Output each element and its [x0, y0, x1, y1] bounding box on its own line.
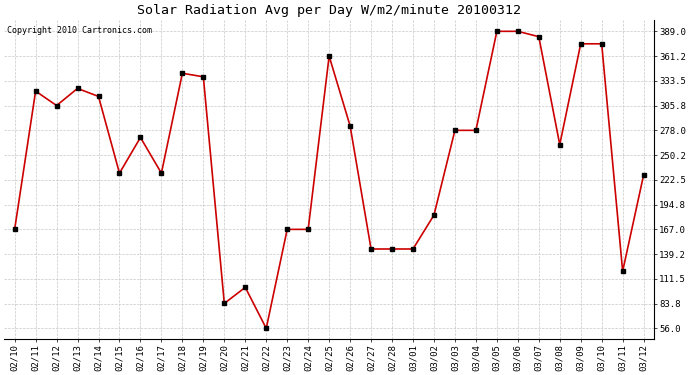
Text: Copyright 2010 Cartronics.com: Copyright 2010 Cartronics.com	[8, 26, 152, 35]
Title: Solar Radiation Avg per Day W/m2/minute 20100312: Solar Radiation Avg per Day W/m2/minute …	[137, 4, 521, 17]
